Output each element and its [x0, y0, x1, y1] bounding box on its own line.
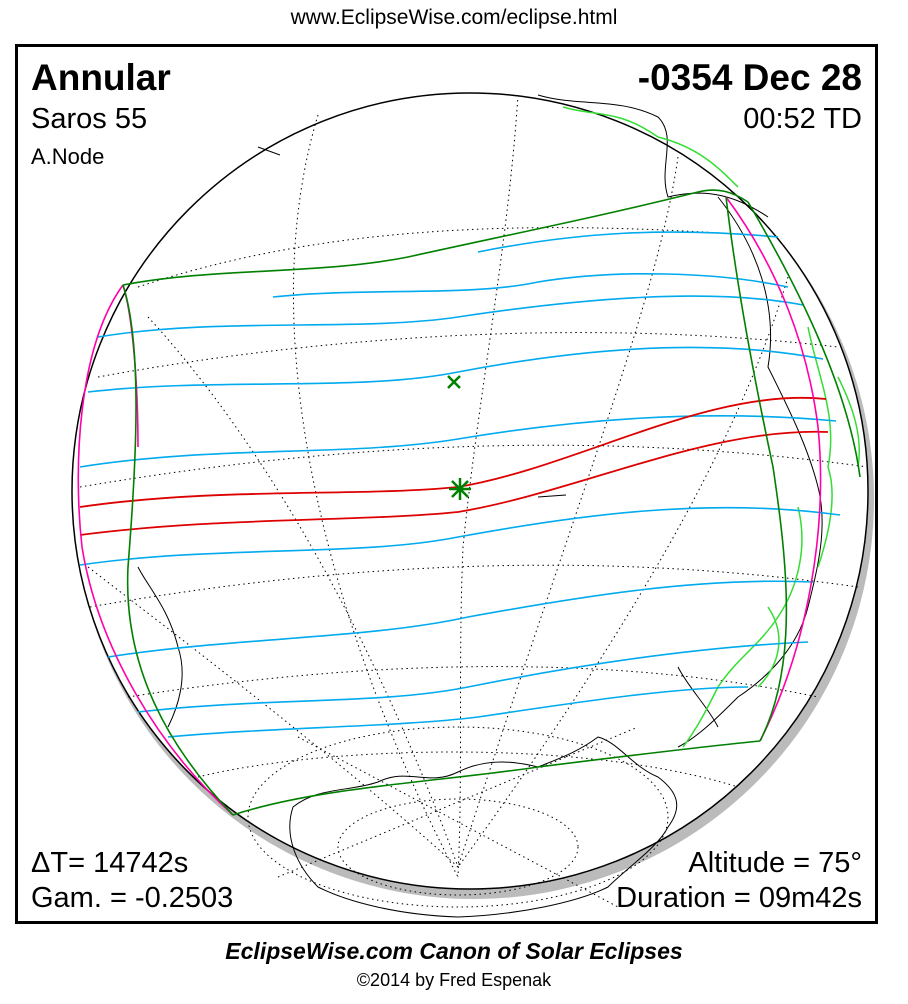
saros-series: Saros 55	[31, 103, 148, 135]
eclipse-type: Annular	[31, 57, 171, 98]
magnitude-curves	[79, 231, 841, 738]
globe	[71, 92, 869, 890]
eclipse-date: -0354 Dec 28	[637, 57, 862, 98]
eclipse-map	[71, 92, 874, 918]
canon-title: EclipseWise.com Canon of Solar Eclipses	[225, 938, 683, 964]
graticule	[79, 94, 869, 908]
node-label: A.Node	[31, 144, 105, 169]
subsolar-point-icon	[447, 375, 461, 389]
coastlines	[137, 94, 823, 918]
source-url: www.EclipseWise.com/eclipse.html	[290, 6, 618, 29]
greatest-eclipse-icon	[449, 478, 471, 500]
delta-t-value: ΔT= 14742s	[31, 847, 189, 879]
copyright: ©2014 by Fred Espenak	[356, 970, 552, 990]
eclipse-time: 00:52 TD	[743, 103, 862, 135]
penumbral-limits	[122, 189, 861, 816]
altitude-value: Altitude = 75°	[688, 847, 862, 879]
duration-value: Duration = 09m42s	[616, 882, 862, 914]
map-frame: Annular Saros 55 A.Node -0354 Dec 28 00:…	[15, 44, 878, 924]
gamma-value: Gam. = -0.2503	[31, 882, 234, 914]
